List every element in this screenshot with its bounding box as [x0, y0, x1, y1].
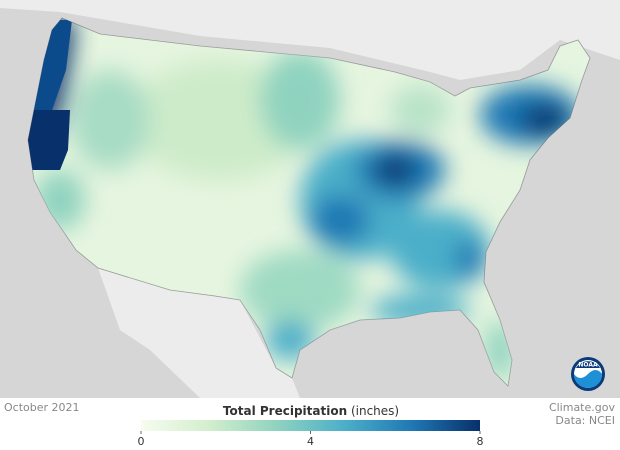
date-label: October 2021	[4, 401, 80, 414]
mexico	[98, 268, 300, 398]
colorbar-tick-label: 0	[138, 435, 145, 448]
credit: Climate.gov	[549, 401, 616, 414]
colorbar-unit: (inches)	[351, 404, 399, 418]
colorbar-title: Total Precipitation (inches)	[223, 404, 399, 418]
colorbar-tick-label: 8	[477, 435, 484, 448]
canada	[0, 0, 620, 80]
logo-text: NOAA	[578, 362, 598, 369]
source: Data: NCEI	[555, 414, 615, 427]
colorbar-title-main: Total Precipitation	[223, 404, 347, 418]
noaa-logo: NOAA	[571, 357, 605, 391]
colorbar-tick-label: 4	[307, 435, 314, 448]
colorbar	[141, 420, 480, 431]
